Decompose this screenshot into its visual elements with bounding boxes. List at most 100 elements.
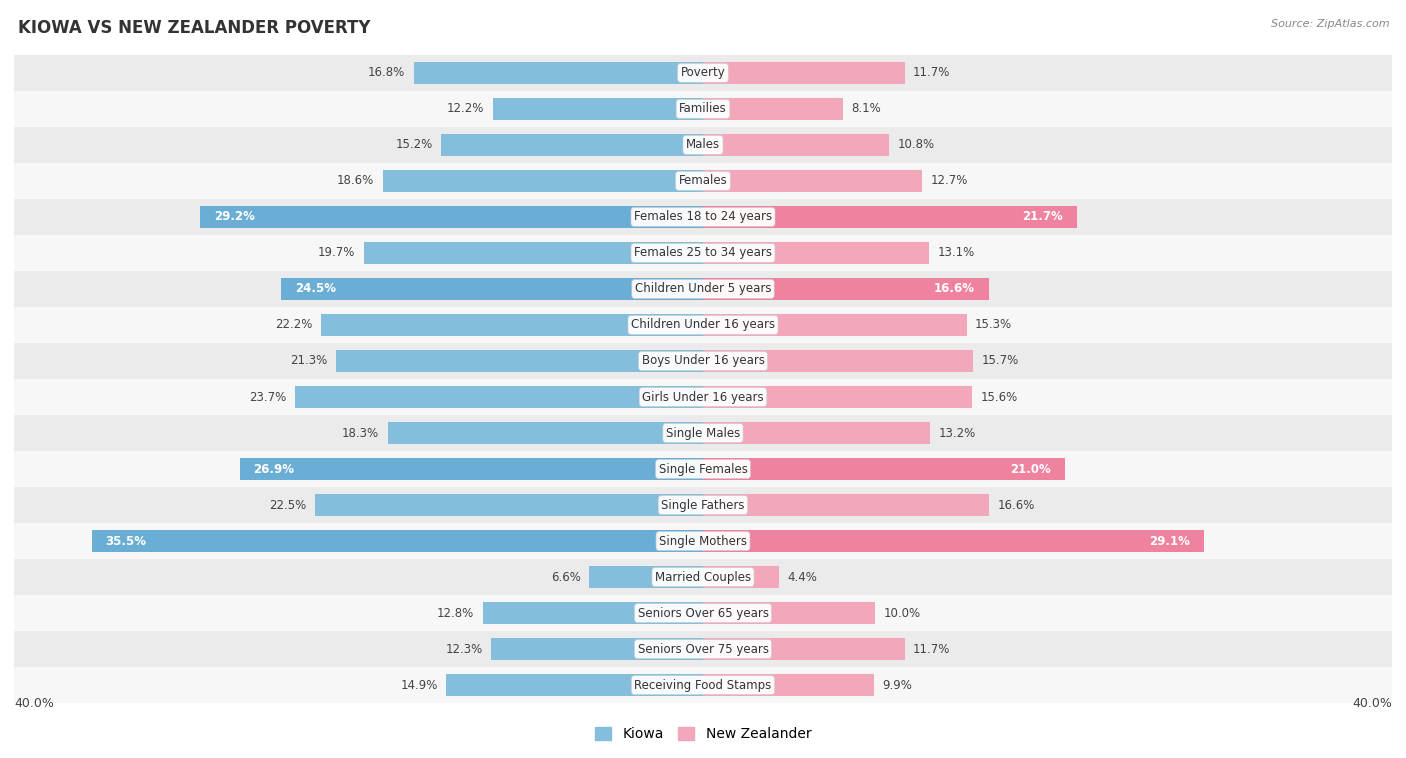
- Text: 19.7%: 19.7%: [318, 246, 356, 259]
- Text: 15.3%: 15.3%: [976, 318, 1012, 331]
- Bar: [14, 451, 1392, 487]
- Bar: [703, 314, 966, 336]
- Bar: [91, 530, 703, 553]
- Text: 29.2%: 29.2%: [214, 211, 254, 224]
- Bar: [703, 674, 873, 697]
- Text: 12.7%: 12.7%: [931, 174, 967, 187]
- Text: 21.7%: 21.7%: [1022, 211, 1063, 224]
- Text: Seniors Over 65 years: Seniors Over 65 years: [637, 606, 769, 619]
- Bar: [703, 350, 973, 372]
- Text: 8.1%: 8.1%: [851, 102, 882, 115]
- Text: Families: Families: [679, 102, 727, 115]
- Text: 24.5%: 24.5%: [295, 283, 336, 296]
- Text: 16.8%: 16.8%: [368, 67, 405, 80]
- Bar: [703, 638, 904, 660]
- Bar: [703, 458, 1064, 481]
- Bar: [14, 199, 1392, 235]
- Text: Males: Males: [686, 139, 720, 152]
- Text: Boys Under 16 years: Boys Under 16 years: [641, 355, 765, 368]
- Bar: [200, 205, 703, 228]
- Bar: [441, 133, 703, 156]
- Bar: [413, 61, 703, 84]
- Bar: [14, 343, 1392, 379]
- Text: 29.1%: 29.1%: [1150, 534, 1191, 547]
- Bar: [703, 386, 972, 408]
- Text: 9.9%: 9.9%: [882, 678, 912, 691]
- Text: Females 18 to 24 years: Females 18 to 24 years: [634, 211, 772, 224]
- Text: 4.4%: 4.4%: [787, 571, 817, 584]
- Bar: [14, 523, 1392, 559]
- Text: Source: ZipAtlas.com: Source: ZipAtlas.com: [1271, 19, 1389, 29]
- Bar: [336, 350, 703, 372]
- Text: Children Under 16 years: Children Under 16 years: [631, 318, 775, 331]
- Text: 15.2%: 15.2%: [395, 139, 433, 152]
- Bar: [703, 98, 842, 120]
- Bar: [14, 91, 1392, 127]
- Text: 13.1%: 13.1%: [938, 246, 974, 259]
- Text: 16.6%: 16.6%: [997, 499, 1035, 512]
- Bar: [703, 242, 928, 264]
- Bar: [703, 494, 988, 516]
- Text: Single Males: Single Males: [666, 427, 740, 440]
- Text: Single Fathers: Single Fathers: [661, 499, 745, 512]
- Bar: [14, 235, 1392, 271]
- Bar: [14, 595, 1392, 631]
- Text: 21.3%: 21.3%: [290, 355, 328, 368]
- Text: 23.7%: 23.7%: [249, 390, 287, 403]
- Text: Seniors Over 75 years: Seniors Over 75 years: [637, 643, 769, 656]
- Text: 10.8%: 10.8%: [897, 139, 935, 152]
- Text: 12.8%: 12.8%: [437, 606, 474, 619]
- Bar: [315, 494, 703, 516]
- Text: 22.2%: 22.2%: [274, 318, 312, 331]
- Text: 12.3%: 12.3%: [446, 643, 482, 656]
- Text: 35.5%: 35.5%: [105, 534, 146, 547]
- Text: 10.0%: 10.0%: [884, 606, 921, 619]
- Bar: [14, 271, 1392, 307]
- Bar: [703, 530, 1204, 553]
- Bar: [14, 667, 1392, 703]
- Text: Poverty: Poverty: [681, 67, 725, 80]
- Text: 6.6%: 6.6%: [551, 571, 581, 584]
- Bar: [703, 170, 922, 192]
- Bar: [703, 422, 931, 444]
- Text: 26.9%: 26.9%: [253, 462, 294, 475]
- Bar: [14, 127, 1392, 163]
- Text: Females 25 to 34 years: Females 25 to 34 years: [634, 246, 772, 259]
- Bar: [14, 559, 1392, 595]
- Text: 13.2%: 13.2%: [939, 427, 976, 440]
- Bar: [14, 307, 1392, 343]
- Bar: [491, 638, 703, 660]
- Bar: [14, 163, 1392, 199]
- Bar: [703, 61, 904, 84]
- Text: Females: Females: [679, 174, 727, 187]
- Text: 18.6%: 18.6%: [337, 174, 374, 187]
- Bar: [703, 205, 1077, 228]
- Text: 40.0%: 40.0%: [14, 697, 53, 710]
- Bar: [14, 55, 1392, 91]
- Text: 21.0%: 21.0%: [1010, 462, 1050, 475]
- Bar: [14, 631, 1392, 667]
- Bar: [703, 133, 889, 156]
- Bar: [589, 566, 703, 588]
- Text: Children Under 5 years: Children Under 5 years: [634, 283, 772, 296]
- Bar: [482, 602, 703, 625]
- Bar: [364, 242, 703, 264]
- Bar: [703, 277, 988, 300]
- Text: 15.7%: 15.7%: [981, 355, 1019, 368]
- Text: Single Females: Single Females: [658, 462, 748, 475]
- Bar: [703, 566, 779, 588]
- Text: 22.5%: 22.5%: [270, 499, 307, 512]
- Bar: [321, 314, 703, 336]
- Text: Single Mothers: Single Mothers: [659, 534, 747, 547]
- Bar: [388, 422, 703, 444]
- Bar: [703, 602, 875, 625]
- Text: KIOWA VS NEW ZEALANDER POVERTY: KIOWA VS NEW ZEALANDER POVERTY: [18, 19, 371, 37]
- Text: Girls Under 16 years: Girls Under 16 years: [643, 390, 763, 403]
- Text: 11.7%: 11.7%: [912, 67, 950, 80]
- Legend: Kiowa, New Zealander: Kiowa, New Zealander: [589, 722, 817, 747]
- Text: 18.3%: 18.3%: [342, 427, 380, 440]
- Text: 15.6%: 15.6%: [980, 390, 1018, 403]
- Bar: [494, 98, 703, 120]
- Text: 16.6%: 16.6%: [934, 283, 976, 296]
- Bar: [295, 386, 703, 408]
